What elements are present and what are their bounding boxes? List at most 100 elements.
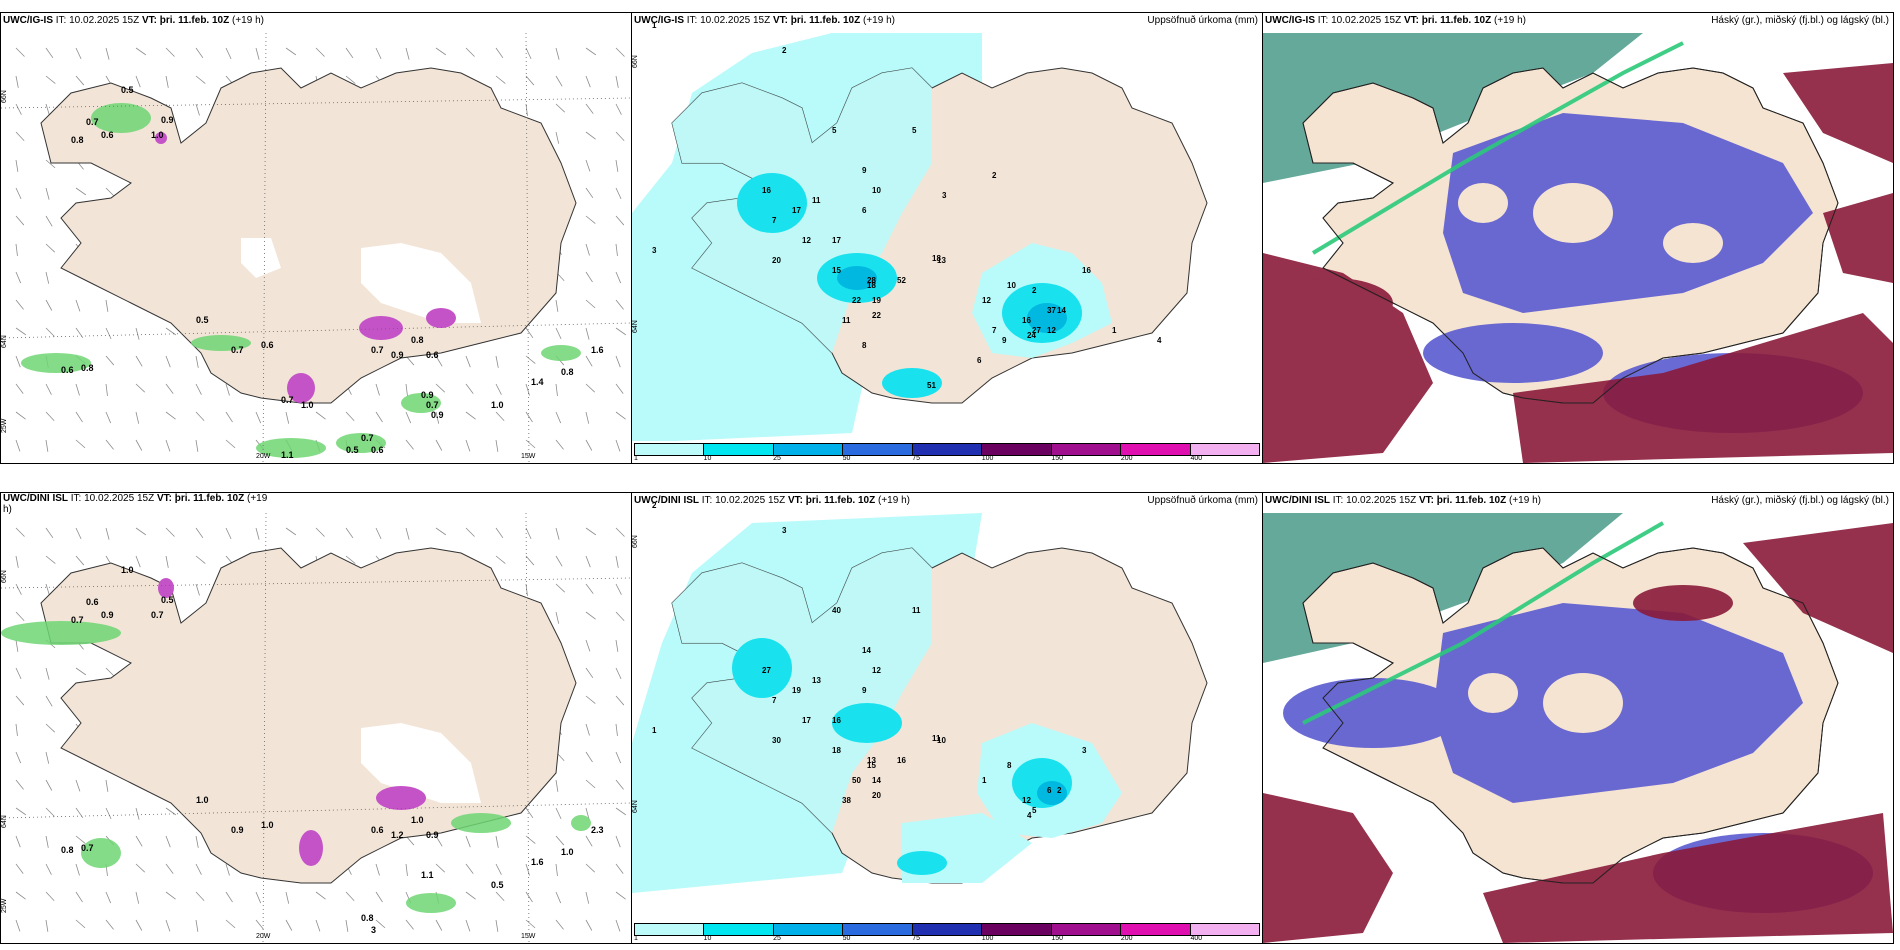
wind-barb (525, 383, 530, 396)
wind-barb (585, 411, 590, 424)
wind-barb (525, 47, 532, 60)
wind-barb (465, 411, 476, 420)
accum-value: 10 (937, 736, 946, 745)
wind-barb (165, 439, 171, 452)
accum-value: 18 (867, 281, 876, 290)
precip-value: 0.7 (71, 615, 84, 625)
wind-barb (555, 891, 562, 904)
accum-value: 1 (1112, 326, 1117, 335)
accum-value: 18 (832, 746, 841, 755)
lat-label: 66N (1, 90, 8, 103)
cloud-map (1263, 513, 1893, 943)
colorbar: 1 10 25 50 75 100 150 200 400 (632, 441, 1262, 463)
wind-barb (105, 47, 110, 60)
wind-barb (555, 611, 560, 624)
colorbar-swatch (773, 924, 844, 935)
wind-barb (465, 835, 471, 848)
wind-barb (585, 299, 596, 309)
wind-barb (225, 47, 232, 60)
precip-value: 0.6 (61, 365, 74, 375)
wind-barb (555, 439, 564, 450)
colorbar-label: 200 (1120, 455, 1133, 462)
wind-barb (375, 919, 386, 929)
wind-barb (465, 891, 476, 900)
wind-barb (165, 75, 169, 88)
colorbar-swatches (634, 923, 1260, 936)
wind-barb (45, 835, 49, 848)
panel-precip-top: UWC/IG-IS IT: 10.02.2025 15Z VT: þri. 11… (631, 12, 1263, 464)
wind-barb (615, 383, 624, 394)
wind-barb (165, 527, 175, 537)
wind-barb (15, 215, 25, 226)
accum-value: 4 (1157, 336, 1162, 345)
colorbar-label: 200 (1120, 935, 1133, 942)
wind-barb (405, 383, 408, 396)
wind-barb (45, 439, 49, 452)
wind-barb (405, 863, 408, 876)
wind-barb (585, 835, 593, 847)
wind-barb (585, 215, 596, 224)
colorbar-label: 10 (703, 935, 712, 942)
wind-barb (495, 891, 505, 902)
wind-barb (615, 131, 625, 142)
wind-barb (315, 919, 321, 932)
wind-barb (555, 383, 558, 396)
lat-label: 64N (632, 320, 639, 333)
wind-barb (45, 47, 54, 59)
precip-cover (672, 548, 932, 833)
wind-barb (225, 919, 236, 929)
wind-barb (555, 779, 559, 792)
wind-barb (15, 47, 25, 57)
wind-barb (555, 411, 562, 424)
precip-value: 0.8 (361, 913, 374, 923)
wind-barb (495, 411, 505, 422)
wind-barb (105, 411, 112, 424)
accum-value: 2 (782, 46, 787, 55)
wind-barb (15, 527, 25, 537)
wind-barb (195, 383, 202, 395)
accum-value: 15 (832, 266, 841, 275)
precip-patches (1, 621, 591, 913)
panel-title: Uppsöfnuð úrkoma (mm) (1147, 495, 1258, 506)
panel-header: UWC/IG-IS IT: 10.02.2025 15Z VT: þri. 11… (634, 15, 895, 26)
accum-value: 6 (862, 206, 867, 215)
colorbar-swatch (773, 444, 844, 455)
lat-label: 64N (1, 335, 8, 348)
wind-barb (45, 723, 56, 733)
wind-barb (585, 863, 596, 873)
colorbar-swatch (635, 924, 705, 935)
colorbar-swatch (1190, 444, 1259, 455)
wind-barb (525, 411, 533, 423)
colorbar-swatch (1121, 444, 1191, 455)
wind-barb (465, 863, 474, 874)
lat-label: 64N (1, 815, 8, 828)
accum-value: 9 (862, 166, 867, 175)
wind-barb (405, 439, 414, 450)
wind-barb (585, 159, 591, 172)
accum-value: 9 (862, 686, 867, 695)
accum-value: 6 (1047, 786, 1052, 795)
wind-barb (495, 555, 506, 564)
precip-patches (21, 103, 581, 458)
precip-intense (732, 638, 1072, 875)
wind-barb (15, 863, 24, 874)
accum-value: 7 (772, 216, 777, 225)
precip-value: 0.9 (426, 830, 439, 840)
accum-value: 3 (782, 526, 787, 535)
wind-barb (135, 75, 141, 88)
wind-barb (165, 919, 171, 932)
wind-barb (165, 355, 171, 368)
colorbar-label: 400 (1190, 935, 1203, 942)
wind-barb (585, 695, 596, 704)
accum-value: 11 (912, 606, 921, 615)
wind-barb (375, 411, 383, 423)
precip-value: 0.7 (151, 610, 164, 620)
iceland-outline (1302, 67, 1839, 404)
wind-barb (135, 835, 143, 847)
wind-barb (585, 583, 594, 594)
panel-header: UWC/IG-IS IT: 10.02.2025 15Z VT: þri. 11… (1265, 15, 1526, 26)
wind-barb (585, 891, 590, 904)
wind-barb (525, 919, 536, 929)
wind-barb (615, 47, 625, 57)
wind-barb (105, 807, 112, 820)
